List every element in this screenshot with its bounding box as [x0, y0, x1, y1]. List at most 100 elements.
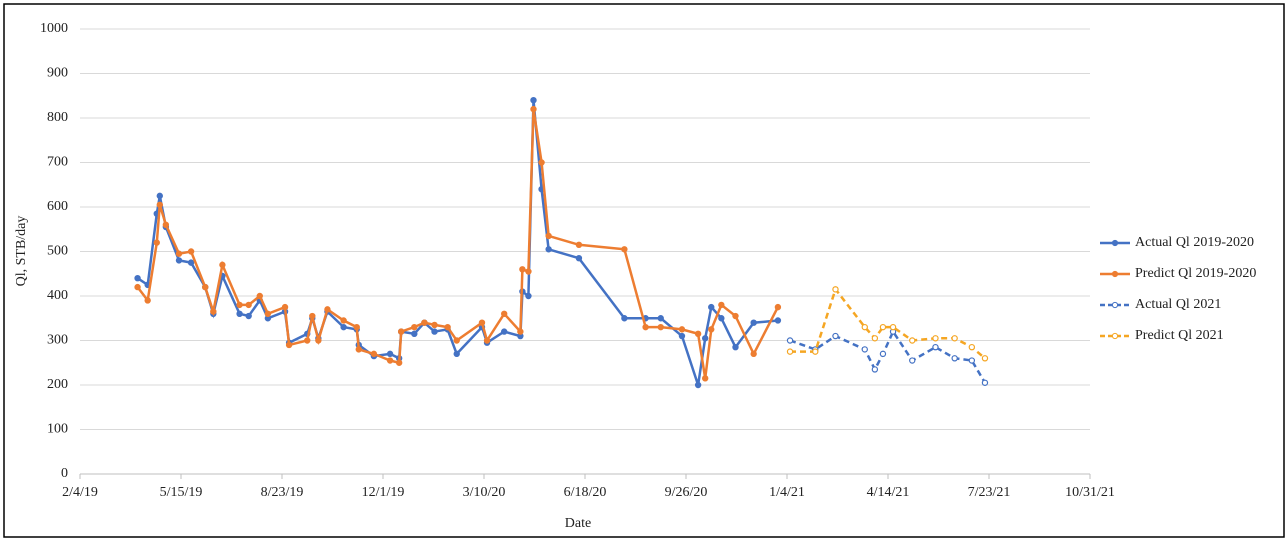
series-line: [790, 286, 986, 360]
data-point: [832, 332, 839, 340]
y-tick-label: 400: [47, 288, 68, 303]
data-point: [968, 343, 976, 351]
data-point: [386, 357, 394, 364]
data-point: [538, 159, 545, 166]
data-point: [812, 348, 819, 355]
x-tick-label: 5/15/19: [160, 485, 203, 500]
legend-label: Actual Ql 2019-2020: [1135, 235, 1254, 250]
data-point: [162, 221, 170, 228]
data-point: [932, 343, 939, 351]
x-tick-label: 6/18/20: [564, 485, 607, 500]
data-point: [951, 335, 958, 342]
data-point: [968, 357, 976, 364]
data-point: [909, 357, 916, 364]
data-point: [210, 308, 217, 315]
legend-label: Predict Ql 2021: [1135, 328, 1224, 343]
data-point: [134, 275, 141, 282]
x-tick-label: 10/31/21: [1065, 485, 1115, 500]
data-point: [621, 246, 628, 253]
data-point: [315, 337, 322, 344]
legend-marker: [1111, 332, 1119, 340]
data-point: [701, 335, 709, 342]
y-tick-label: 500: [47, 244, 68, 259]
data-point: [530, 96, 537, 104]
data-point: [575, 254, 583, 262]
y-tick-label: 100: [47, 422, 68, 437]
data-point: [453, 337, 460, 344]
data-point: [517, 328, 524, 335]
y-tick-label: 800: [47, 110, 68, 125]
legend-marker: [1111, 239, 1119, 247]
data-point: [431, 321, 438, 329]
x-tick-label: 12/1/19: [362, 485, 405, 500]
data-point: [245, 312, 252, 320]
data-point: [879, 323, 887, 331]
data-point: [478, 319, 486, 326]
data-point: [545, 232, 552, 240]
data-point: [832, 286, 839, 293]
data-point: [156, 192, 163, 200]
data-point: [340, 317, 347, 324]
data-point: [621, 315, 628, 322]
data-point: [324, 306, 331, 313]
data-point: [175, 250, 183, 257]
data-point: [421, 319, 428, 326]
data-point: [411, 330, 418, 338]
data-point: [219, 261, 226, 269]
y-tick-label: 600: [47, 199, 68, 214]
data-point: [694, 381, 702, 389]
x-tick-label: 2/4/19: [62, 485, 98, 500]
data-point: [871, 335, 879, 342]
data-point: [889, 323, 897, 331]
data-point: [386, 350, 394, 358]
data-point: [657, 315, 664, 322]
y-tick-label: 900: [47, 66, 68, 81]
y-axis-label: Ql, STB/day: [14, 216, 29, 287]
data-point: [355, 346, 362, 353]
x-tick-label: 8/23/19: [261, 485, 304, 500]
data-point: [175, 257, 183, 264]
data-point: [340, 323, 347, 331]
data-point: [353, 323, 360, 331]
data-point: [370, 350, 378, 358]
data-point: [519, 266, 526, 273]
data-point: [642, 323, 649, 331]
data-point: [732, 312, 739, 320]
legend-marker: [1111, 270, 1119, 278]
data-point: [134, 283, 141, 291]
data-point: [701, 375, 709, 382]
data-point: [981, 379, 989, 386]
data-point: [951, 355, 958, 362]
data-point: [156, 201, 163, 208]
data-point: [395, 359, 403, 366]
data-point: [718, 301, 725, 309]
x-tick-label: 7/23/21: [968, 485, 1011, 500]
legend-marker: [1111, 301, 1119, 309]
data-point: [678, 326, 686, 333]
data-point: [431, 328, 438, 335]
x-tick-label: 4/14/21: [867, 485, 910, 500]
legend-label: Predict Ql 2019-2020: [1135, 266, 1256, 281]
data-point: [732, 343, 739, 351]
chart-border: [3, 3, 1285, 538]
x-tick-label: 1/4/21: [769, 485, 805, 500]
x-axis-label: Date: [565, 516, 591, 531]
data-point: [236, 310, 243, 317]
data-point: [750, 319, 757, 326]
data-point: [774, 303, 782, 311]
y-tick-label: 200: [47, 377, 68, 392]
data-point: [774, 317, 782, 324]
data-point: [678, 332, 686, 340]
data-point: [545, 246, 552, 253]
data-point: [245, 301, 252, 309]
data-point: [786, 337, 794, 344]
data-point: [871, 366, 879, 373]
y-tick-label: 0: [61, 466, 68, 481]
data-point: [530, 105, 537, 113]
y-tick-label: 1000: [40, 21, 68, 36]
data-point: [285, 341, 293, 349]
data-point: [932, 335, 939, 342]
data-point: [718, 315, 725, 322]
data-point: [483, 337, 491, 344]
